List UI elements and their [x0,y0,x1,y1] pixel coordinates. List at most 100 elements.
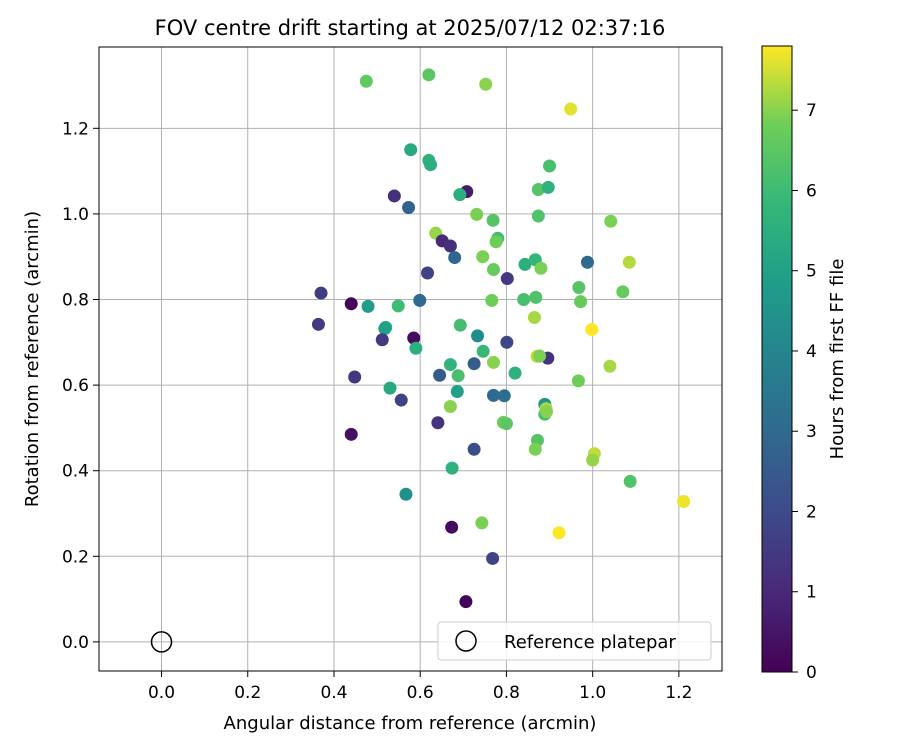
x-tick-label: 0.8 [493,683,520,703]
data-point [421,266,435,280]
data-point [486,263,500,277]
data-point [375,333,389,347]
data-point [311,317,325,331]
legend-box [437,621,712,661]
data-point [529,290,543,304]
data-points [311,68,691,609]
data-point [453,188,467,202]
data-point [344,427,358,441]
colorbar-gradient [761,45,793,673]
colorbar-tick-label: 0 [806,663,817,683]
legend-label: Reference platepar [504,632,676,653]
colorbar-tick-label: 5 [806,262,817,282]
y-tick-label: 0.8 [62,291,89,311]
data-point [443,239,457,253]
data-point [422,68,436,82]
data-point [486,355,500,369]
data-point [586,453,600,467]
legend-marker [455,630,477,652]
chart-title: FOV centre drift starting at 2025/07/12 … [155,16,666,40]
data-point [451,369,465,383]
data-point [534,261,548,275]
data-point [314,286,328,300]
data-point [453,318,467,332]
data-point [431,416,445,430]
y-tick-label: 1.2 [62,119,89,139]
data-point [394,393,408,407]
data-point [476,344,490,358]
reference-point [150,631,173,653]
data-point [467,357,481,371]
y-tick-label: 0.0 [62,633,89,653]
data-point [399,487,413,501]
data-point [479,77,493,91]
x-tick-label: 1.0 [579,683,606,703]
data-point [677,495,691,509]
data-point [486,388,500,402]
data-point [604,214,618,228]
y-tick-label: 0.6 [62,376,89,396]
y-axis-ticks: 0.0 0.2 0.4 0.6 0.8 1.0 1.2 [62,119,99,653]
data-point [517,293,531,307]
data-point [476,250,490,264]
data-point [571,374,585,388]
data-point [424,158,438,172]
data-point [622,255,636,269]
data-point [489,235,503,249]
data-point [378,322,392,336]
colorbar-label: Hours from first FF file [827,259,848,460]
data-point [564,102,578,116]
data-point [383,381,397,395]
data-point [409,341,423,355]
data-point [471,329,485,343]
data-point [500,335,514,349]
data-point [580,255,594,269]
y-tick-label: 1.0 [62,205,89,225]
data-point [531,183,545,197]
data-point [485,293,499,307]
data-point [533,349,547,363]
x-tick-label: 0.4 [320,683,347,703]
data-point [443,358,457,372]
data-point [475,516,489,530]
x-tick-label: 0.2 [234,683,261,703]
plot-frame [98,46,723,672]
reference-marker [150,631,173,653]
data-point [623,474,637,488]
data-point [497,389,511,403]
data-point [387,189,401,203]
data-point [459,595,473,609]
colorbar-tick-label: 4 [806,342,817,362]
data-point [443,400,457,414]
data-point [508,366,522,380]
grid-lines [99,47,722,671]
y-tick-label: 0.2 [62,547,89,567]
data-point [499,417,513,431]
x-tick-label: 0.6 [407,683,434,703]
data-point [348,370,362,384]
colorbar-tick-label: 3 [806,422,817,442]
data-point [450,385,464,399]
data-point [572,281,586,295]
data-point [486,551,500,565]
data-point [527,310,541,324]
colorbar-tick-label: 6 [806,181,817,201]
colorbar: 0 1 2 3 4 5 6 7 Hours from first FF file [761,45,848,683]
data-point [531,209,545,223]
data-point [552,526,566,540]
legend: Reference platepar [437,621,712,661]
data-point [543,159,557,173]
data-point [413,293,427,307]
x-axis-label: Angular distance from reference (arcmin) [224,713,597,734]
data-point [402,200,416,214]
data-point [486,213,500,227]
x-tick-label: 1.2 [665,683,692,703]
data-point [391,299,405,313]
data-point [540,405,554,419]
x-axis-ticks: 0.0 0.2 0.4 0.6 0.8 1.0 1.2 [148,671,692,703]
data-point [445,461,459,475]
colorbar-tick-label: 7 [806,101,817,121]
y-axis-label: Rotation from reference (arcmin) [22,211,43,507]
y-tick-label: 0.4 [62,462,89,482]
